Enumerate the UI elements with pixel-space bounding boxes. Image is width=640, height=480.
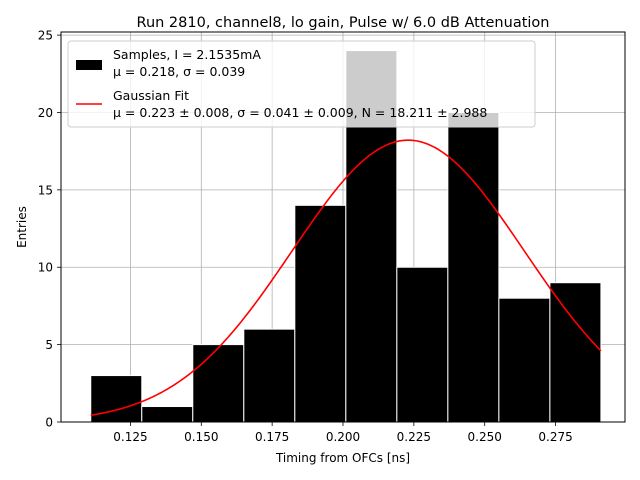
histogram-bar-6 xyxy=(396,266,449,423)
legend-samples-swatch xyxy=(76,60,102,70)
y-tick-label-1: 5 xyxy=(45,338,53,352)
legend: Samples, I = 2.1535mA μ = 0.218, σ = 0.0… xyxy=(67,40,536,128)
histogram-bar-0 xyxy=(90,375,143,423)
chart-title: Run 2810, channel8, lo gain, Pulse w/ 6.… xyxy=(137,15,550,31)
gaussian-fit-curve xyxy=(90,139,602,417)
legend-fit-line1: Gaussian Fit xyxy=(113,88,189,103)
legend-samples-line2: μ = 0.218, σ = 0.039 xyxy=(113,64,245,79)
x-axis-ticks: 0.125 0.150 0.175 0.200 0.225 0.250 0.275 xyxy=(113,422,573,444)
x-tick-label-1: 0.150 xyxy=(184,430,218,444)
histogram-bar-4 xyxy=(294,204,347,423)
y-tick-label-2: 10 xyxy=(38,261,53,275)
x-tick-label-3: 0.200 xyxy=(326,430,360,444)
histogram-bar-3 xyxy=(243,328,296,423)
y-tick-label-4: 20 xyxy=(38,106,53,120)
x-tick-label-5: 0.250 xyxy=(468,430,502,444)
histogram-bar-9 xyxy=(549,282,602,423)
legend-fit-line2: μ = 0.223 ± 0.008, σ = 0.041 ± 0.009, N … xyxy=(113,105,487,120)
y-axis-ticks: 0 5 10 15 20 25 xyxy=(38,29,61,430)
histogram-bar-2 xyxy=(192,344,245,423)
histogram-bar-7 xyxy=(447,111,500,423)
y-tick-label-3: 15 xyxy=(38,183,53,197)
histogram-bars xyxy=(90,50,602,423)
legend-samples-line1: Samples, I = 2.1535mA xyxy=(113,47,261,62)
histogram-bar-1 xyxy=(141,406,194,423)
x-tick-label-2: 0.175 xyxy=(255,430,289,444)
legend-box xyxy=(67,40,536,128)
x-tick-label-4: 0.225 xyxy=(397,430,431,444)
y-tick-label-0: 0 xyxy=(45,416,53,430)
histogram-bar-8 xyxy=(498,297,551,423)
x-tick-label-0: 0.125 xyxy=(113,430,147,444)
x-tick-label-6: 0.275 xyxy=(538,430,572,444)
x-axis-label: Timing from OFCs [ns] xyxy=(275,451,410,465)
y-tick-label-5: 25 xyxy=(38,29,53,43)
y-axis-label: Entries xyxy=(15,206,29,248)
